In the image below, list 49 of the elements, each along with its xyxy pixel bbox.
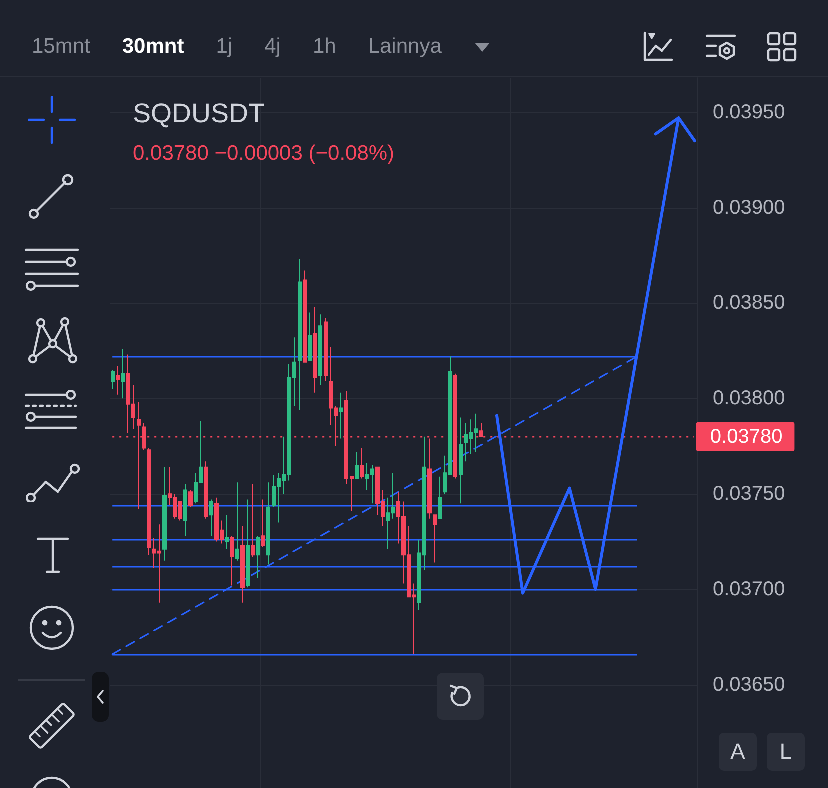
candlestick	[360, 448, 364, 480]
letter-button: A	[719, 733, 757, 771]
candlestick	[121, 348, 125, 400]
text: 1j	[216, 34, 233, 60]
candlestick	[355, 452, 359, 480]
candlestick	[183, 484, 187, 537]
y-tick-label: 0.03800	[713, 388, 786, 410]
candlestick	[266, 482, 270, 566]
letter-button: L	[767, 733, 805, 771]
text: 1h	[312, 34, 336, 60]
candlestick	[261, 499, 265, 548]
candlestick	[235, 482, 239, 562]
candlestick	[111, 370, 115, 390]
candlestick	[162, 466, 167, 562]
candlestick	[324, 318, 328, 382]
candlestick	[240, 526, 245, 604]
candlestick	[230, 536, 234, 586]
ref-line-label: 0.03780	[710, 426, 783, 448]
text: 30mnt	[122, 34, 184, 60]
candlestick	[339, 392, 343, 440]
candlestick	[246, 499, 250, 588]
candlestick	[256, 536, 260, 579]
text: Lainnya	[368, 34, 442, 60]
y-tick-label: 0.03950	[713, 101, 786, 124]
candlestick	[459, 417, 463, 504]
candlestick	[350, 476, 354, 512]
candlestick	[438, 476, 442, 520]
text: 0.03780 −0.00003 (−0.08%)	[133, 142, 395, 165]
candlestick	[116, 366, 120, 396]
y-tick-label: 0.03900	[713, 196, 786, 219]
candlestick	[313, 306, 317, 394]
candlestick	[251, 484, 255, 558]
candlestick	[433, 514, 437, 564]
text: SQDUSDT	[133, 98, 266, 128]
candlestick	[303, 270, 307, 363]
y-tick-label: 0.03650	[713, 674, 786, 696]
candlestick	[318, 314, 322, 386]
candlestick	[204, 461, 208, 520]
text: 4j	[264, 34, 281, 60]
candlestick	[308, 312, 312, 361]
candlestick	[188, 490, 193, 508]
candlestick	[147, 448, 151, 556]
y-tick-label: 0.03750	[713, 483, 786, 506]
y-tick-label: 0.03850	[713, 292, 786, 314]
y-tick-label: 0.03700	[713, 578, 786, 601]
candlestick	[298, 258, 302, 411]
candlestick	[209, 499, 213, 537]
text: 15mnt	[32, 34, 90, 60]
candlestick	[225, 514, 229, 550]
